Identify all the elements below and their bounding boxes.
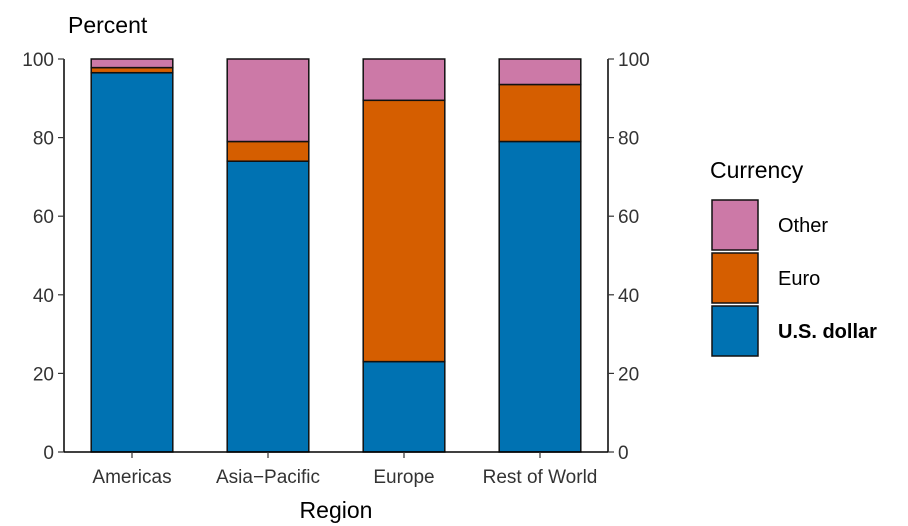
right-tick-label-80: 80 xyxy=(618,129,639,150)
bar-segment-euro-0 xyxy=(90,66,174,74)
bar-segment-other-1 xyxy=(226,58,310,143)
bar-segment-usd-1 xyxy=(226,160,310,453)
legend: Currency Other Euro U.S. dollar xyxy=(710,157,877,357)
right-tick-label-60: 60 xyxy=(618,207,639,228)
legend-title: Currency xyxy=(710,157,804,183)
x-tick-label-1: Asia−Pacific xyxy=(216,467,320,488)
legend-key-2 xyxy=(711,305,759,357)
left-y-axis: 0 20 40 60 80 100 xyxy=(22,50,65,464)
left-tick-label-60: 60 xyxy=(33,207,54,228)
right-y-axis: 0 20 40 60 80 100 xyxy=(607,50,650,464)
left-tick-label-40: 40 xyxy=(33,286,54,307)
x-tick-label-0: Americas xyxy=(92,467,171,488)
legend-label-1: Euro xyxy=(778,268,820,290)
bar-segment-other-2 xyxy=(362,58,446,102)
x-axis-title: Region xyxy=(300,497,373,523)
x-tick-label-2: Europe xyxy=(373,467,434,488)
bar-segment-other-0 xyxy=(90,58,174,69)
right-tick-label-20: 20 xyxy=(618,364,639,385)
legend-label-0: Other xyxy=(778,215,828,237)
y-axis-title: Percent xyxy=(68,12,148,38)
left-tick-label-100: 100 xyxy=(22,50,54,71)
right-tick-label-100: 100 xyxy=(618,50,650,71)
right-tick-label-0: 0 xyxy=(618,443,629,464)
bar-segment-euro-1 xyxy=(226,140,310,162)
legend-label-2: U.S. dollar xyxy=(778,321,877,343)
bar-segment-other-3 xyxy=(498,58,582,86)
x-tick-label-3: Rest of World xyxy=(483,467,598,488)
right-tick-label-40: 40 xyxy=(618,286,639,307)
legend-key-0 xyxy=(711,199,759,251)
bar-segment-usd-0 xyxy=(90,72,174,453)
left-tick-label-0: 0 xyxy=(43,443,54,464)
bar-segment-usd-3 xyxy=(498,140,582,453)
bar-segment-euro-2 xyxy=(362,99,446,363)
bar-segment-usd-2 xyxy=(362,360,446,453)
left-tick-label-80: 80 xyxy=(33,129,54,150)
legend-key-1 xyxy=(711,252,759,304)
x-axis: Americas Asia−Pacific Europe Rest of World xyxy=(64,451,608,488)
left-tick-label-20: 20 xyxy=(33,364,54,385)
bars-group xyxy=(90,58,582,453)
bar-segment-euro-3 xyxy=(498,83,582,143)
